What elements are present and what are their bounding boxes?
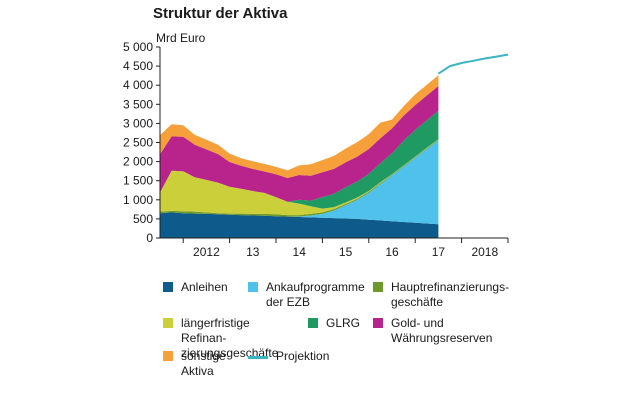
y-tick-label: 3 500 bbox=[123, 97, 153, 111]
projection-line bbox=[437, 53, 509, 75]
legend-item: längerfristige Refinan- zierungsgeschäft… bbox=[163, 316, 278, 361]
x-tick-label: 16 bbox=[385, 245, 399, 259]
x-tick-label: 14 bbox=[293, 245, 307, 259]
x-tick-label: 2018 bbox=[471, 245, 498, 259]
legend-label: Gold- und Währungsreserven bbox=[391, 316, 493, 345]
y-tick-label: 2 500 bbox=[123, 136, 153, 150]
legend-label: Ankaufprogramme der EZB bbox=[266, 280, 365, 309]
y-tick-label: 4 000 bbox=[123, 78, 153, 92]
legend-swatch bbox=[248, 282, 258, 292]
y-axis-unit: Mrd Euro bbox=[156, 31, 206, 45]
legend-item: Anleihen bbox=[163, 280, 228, 295]
legend-label: Anleihen bbox=[181, 280, 228, 294]
chart-title: Struktur der Aktiva bbox=[153, 5, 288, 22]
legend-swatch bbox=[163, 318, 173, 328]
x-tick-label: 17 bbox=[432, 245, 446, 259]
x-tick-label: 13 bbox=[246, 245, 260, 259]
axes: 0 500 1 000 1 500 2 000 2 500 3 000 3 500 4 000 4… bbox=[123, 40, 509, 259]
area-0 bbox=[160, 212, 439, 238]
y-tick-label: 1 000 bbox=[123, 193, 153, 207]
legend-item: Gold- und Währungsreserven bbox=[373, 316, 492, 346]
y-tick-label: 3 000 bbox=[123, 116, 153, 130]
area-4 bbox=[160, 110, 439, 209]
legend-label: sonstige Aktiva bbox=[181, 349, 226, 378]
legend-label: längerfristige Refinan- zierungsgeschäft… bbox=[181, 316, 279, 360]
legend-item: Ankaufprogramme der EZB bbox=[248, 280, 365, 310]
legend-item: sonstige Aktiva bbox=[163, 349, 226, 379]
area-1 bbox=[160, 140, 439, 225]
legend-label: Projektion bbox=[276, 349, 330, 363]
legend-swatch bbox=[373, 318, 383, 328]
legend-item: Projektion bbox=[248, 349, 329, 364]
y-tick-label: 1 500 bbox=[123, 174, 153, 188]
y-tick-label: 0 bbox=[146, 231, 153, 245]
x-tick-label: 2012 bbox=[193, 245, 220, 259]
area-6 bbox=[160, 75, 439, 178]
y-tick-label: 2 000 bbox=[123, 155, 153, 169]
legend-label: GLRG bbox=[326, 316, 361, 330]
legend-swatch bbox=[373, 282, 383, 292]
legend-swatch bbox=[248, 356, 268, 359]
legend-swatch bbox=[163, 282, 173, 292]
y-tick-label: 4 500 bbox=[123, 59, 153, 73]
y-tick-label: 500 bbox=[133, 212, 153, 226]
legend-swatch bbox=[308, 318, 318, 328]
area-layers bbox=[160, 75, 439, 238]
legend-label: Hauptrefinanzierungs- geschäfte bbox=[391, 280, 510, 309]
area-3 bbox=[160, 139, 439, 216]
projection-lines bbox=[437, 53, 509, 75]
x-tick-label: 15 bbox=[339, 245, 353, 259]
legend-item: Hauptrefinanzierungs- geschäfte bbox=[373, 280, 509, 310]
legend-swatch bbox=[163, 351, 173, 361]
area-5 bbox=[160, 86, 439, 202]
y-tick-label: 5 000 bbox=[123, 40, 153, 54]
legend-item: GLRG bbox=[308, 316, 360, 331]
